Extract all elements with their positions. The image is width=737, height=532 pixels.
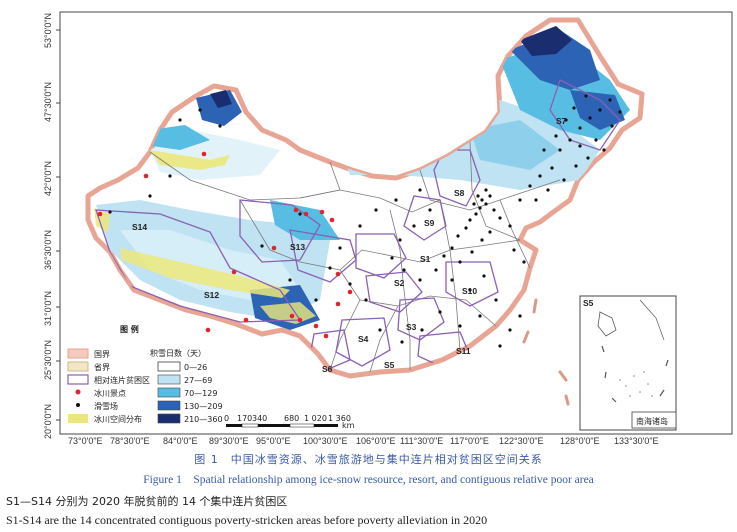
maritime-boundary bbox=[522, 298, 570, 406]
snow-class-label: 27—69 bbox=[184, 376, 212, 385]
lon-label: 128°0'0"E bbox=[560, 436, 600, 446]
china-snow-map: 53°0'0"N 47°30'0"N 42°0'0"N 36°30'0"N 31… bbox=[43, 11, 733, 446]
snow-swatch bbox=[157, 374, 181, 385]
legend-swatch-ski-resort bbox=[76, 403, 80, 407]
lon-label: 95°0'0"E bbox=[256, 436, 291, 446]
legend-swatch-province-border bbox=[67, 361, 89, 372]
region-label: S10 bbox=[462, 286, 477, 296]
scale-label: 0 bbox=[224, 414, 229, 423]
scale-unit: km bbox=[342, 421, 355, 430]
snow-swatch bbox=[157, 361, 181, 372]
region-label: S1 bbox=[420, 254, 431, 264]
footnote-en: S1-S14 are the 14 concentrated contiguou… bbox=[6, 513, 488, 527]
scale-label: 680 bbox=[284, 414, 299, 423]
lon-label: 84°0'0"E bbox=[163, 436, 198, 446]
scale-label: 1 020 bbox=[304, 414, 327, 423]
region-label: S8 bbox=[454, 188, 465, 198]
snow-legend-title: 积雪日数（天） bbox=[150, 348, 206, 358]
longitude-axis: 73°0'0"E 78°30'0"E 84°0'0"E 89°30'0"E 95… bbox=[68, 436, 659, 446]
map-frame bbox=[59, 11, 733, 435]
figure-caption-en: Figure 1 Spatial relationship among ice-… bbox=[143, 474, 594, 486]
south-china-sea-inset: S5 南海诸岛 bbox=[579, 295, 677, 431]
lon-label: 100°30'0"E bbox=[303, 436, 348, 446]
legend-swatch-national-border bbox=[67, 348, 89, 359]
legend-label: 冰川景点 bbox=[94, 388, 126, 398]
legend-title: 图 例 bbox=[120, 324, 139, 334]
scale-label: 1 360 bbox=[328, 414, 351, 423]
ski-resorts bbox=[108, 94, 622, 348]
region-label: S6 bbox=[322, 364, 333, 374]
region-label: S3 bbox=[406, 322, 417, 332]
legend-swatch-glacier-distribution bbox=[68, 414, 88, 423]
lat-label: 47°30'0"N bbox=[43, 82, 53, 122]
lat-label: 31°0'0"N bbox=[43, 291, 53, 326]
snow-class-label: 130—209 bbox=[184, 402, 223, 411]
region-label: S14 bbox=[132, 222, 147, 232]
snow-class-label: 210—360 bbox=[184, 415, 223, 424]
snow-class-label: 0—26 bbox=[184, 363, 207, 372]
region-label: S13 bbox=[290, 242, 305, 252]
province-borders bbox=[149, 141, 561, 373]
lon-label: 89°30'0"E bbox=[209, 436, 249, 446]
glacier-scenic-spots bbox=[97, 151, 353, 339]
lon-label: 117°0'0"E bbox=[450, 436, 489, 446]
lon-label: 106°0'0"E bbox=[356, 436, 396, 446]
lat-label: 20°0'0"N bbox=[43, 404, 53, 439]
snow-class-label: 70—129 bbox=[184, 389, 217, 398]
inset-region-label: S5 bbox=[583, 298, 594, 308]
region-label: S5 bbox=[384, 360, 395, 370]
scale-label: 170 bbox=[237, 414, 252, 423]
region-label: S9 bbox=[424, 218, 435, 228]
poverty-area-outlines bbox=[95, 79, 621, 371]
legend-swatch-glacier-spot bbox=[75, 389, 81, 395]
snow-swatch bbox=[157, 413, 181, 424]
legend: 图 例 积雪日数（天） 国界 省界 相对连片贫困区 冰川景点 滑雪场 冰川空间分… bbox=[67, 324, 223, 424]
scale-label: 340 bbox=[252, 414, 267, 423]
legend-label: 国界 bbox=[94, 350, 110, 359]
legend-label: 冰川空间分布 bbox=[94, 414, 142, 424]
scale-bar: 0 170 340 680 1 020 1 360 km bbox=[224, 414, 355, 430]
lat-label: 42°0'0"N bbox=[43, 161, 53, 196]
figure-caption-zh: 图 1 中国冰雪资源、冰雪旅游地与集中连片相对贫困区空间关系 bbox=[194, 453, 543, 466]
lat-label: 25°30'0"N bbox=[43, 340, 53, 380]
region-label: S11 bbox=[456, 346, 471, 356]
snow-swatch bbox=[157, 400, 181, 411]
legend-label: 滑雪场 bbox=[94, 401, 118, 411]
region-label: S7 bbox=[556, 116, 567, 126]
lat-label: 53°0'0"N bbox=[43, 13, 53, 48]
footnote-zh: S1—S14 分别为 2020 年脱贫前的 14 个集中连片贫困区 bbox=[6, 495, 288, 508]
region-label: S2 bbox=[394, 278, 405, 288]
region-label: S4 bbox=[358, 334, 369, 344]
legend-label: 相对连片贫困区 bbox=[94, 375, 150, 385]
poverty-region-labels: S1 S2 S3 S4 S5 S6 S7 S8 S9 S10 S11 S12 S… bbox=[132, 116, 567, 374]
lon-label: 111°30'0"E bbox=[400, 436, 443, 446]
lon-label: 122°30'0"E bbox=[499, 436, 544, 446]
lon-label: 78°30'0"E bbox=[110, 436, 150, 446]
china-territory: S1 S2 S3 S4 S5 S6 S7 S8 S9 S10 S11 S12 S… bbox=[85, 17, 645, 379]
region-label: S12 bbox=[204, 290, 219, 300]
inset-label: 南海诸岛 bbox=[636, 416, 668, 426]
legend-label: 省界 bbox=[94, 362, 110, 372]
lat-label: 36°30'0"N bbox=[43, 230, 53, 270]
snow-swatch bbox=[157, 387, 181, 398]
latitude-axis: 53°0'0"N 47°30'0"N 42°0'0"N 36°30'0"N 31… bbox=[43, 13, 60, 439]
lon-label: 133°30'0"E bbox=[614, 436, 659, 446]
legend-swatch-poverty-area bbox=[67, 374, 89, 385]
lon-label: 73°0'0"E bbox=[68, 436, 103, 446]
